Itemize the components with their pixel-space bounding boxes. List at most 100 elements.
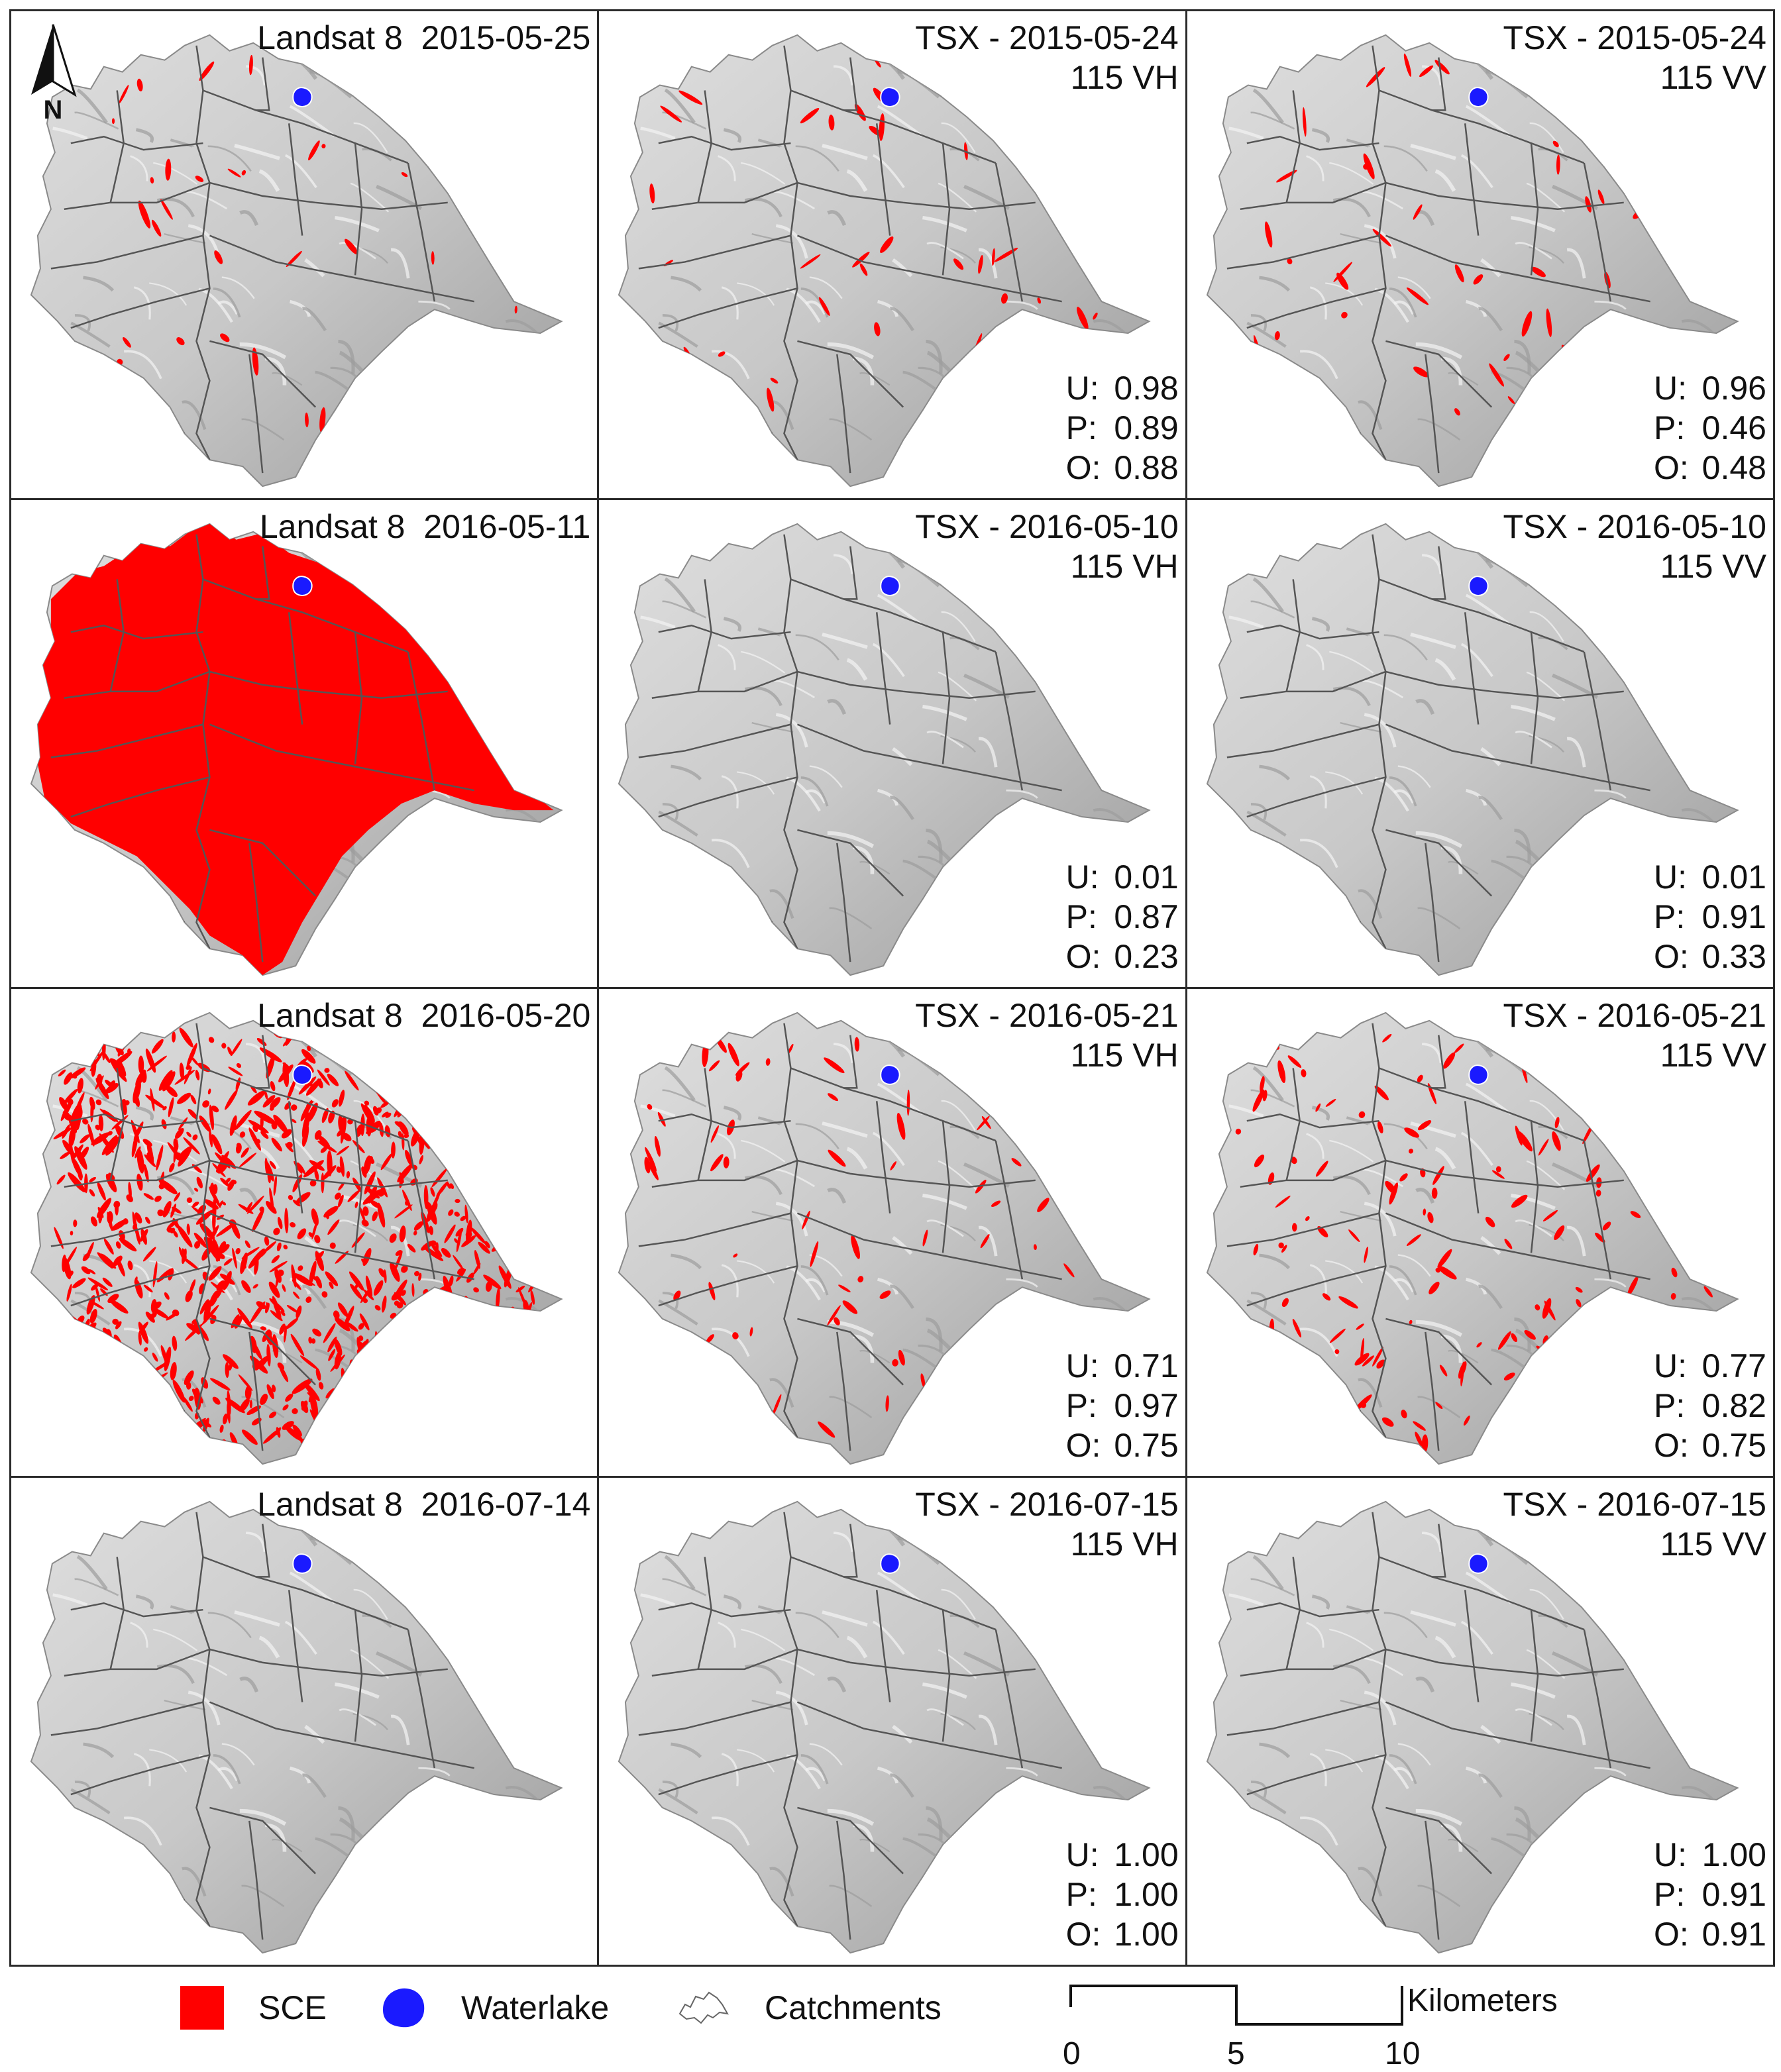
sce-patch [464, 1204, 468, 1223]
sce-patch [139, 1425, 146, 1445]
sce-patch [1517, 1131, 1533, 1152]
sce-patch [246, 1196, 264, 1214]
sce-patch [142, 1139, 152, 1147]
sce-patch [365, 1275, 373, 1298]
terrain-map [1206, 1011, 1739, 1465]
metric-key: O: [1065, 938, 1101, 975]
metric-value: 0.87 [1114, 898, 1179, 935]
sce-patch [252, 1284, 258, 1289]
sce-patch [329, 1281, 334, 1289]
sce-patch [443, 1314, 451, 1321]
sce-patch [510, 1060, 523, 1080]
sce-patch [482, 1154, 500, 1174]
sce-patch [219, 1424, 224, 1433]
sce-patch [1338, 1296, 1358, 1309]
sce-patch [166, 1227, 172, 1233]
sce-patch [121, 1098, 127, 1108]
sce-patch [423, 1184, 429, 1210]
sce-patch [307, 1045, 311, 1051]
sce-patch [160, 1345, 169, 1367]
sce-patch [80, 1425, 92, 1441]
metric-row: P: 0.46 [1654, 408, 1766, 448]
sce-patch [425, 1303, 431, 1309]
sce-patch [508, 1424, 515, 1438]
sce-patch [1401, 1410, 1407, 1419]
catchment-line [209, 1318, 317, 1386]
sce-patch [358, 1403, 364, 1429]
sce-patch [508, 1191, 521, 1206]
accuracy-metrics: U: 0.01 P: 0.91 O: 0.33 [1654, 857, 1766, 976]
sce-patch [501, 1064, 506, 1082]
sce-patch [154, 1196, 162, 1202]
catchment-line [1246, 287, 1386, 329]
sce-patch [1621, 1373, 1625, 1381]
sce-patch [264, 1090, 268, 1100]
sce-patch [334, 1351, 341, 1370]
sce-patch [518, 1287, 528, 1312]
panel-title: Landsat 8 2015-05-25 [257, 18, 590, 58]
sce-patch [225, 1177, 231, 1184]
sce-patch [78, 1382, 85, 1402]
sce-patch [129, 1367, 136, 1376]
map-panel-r1c1: Landsat 8 2015-05-25 N [9, 9, 600, 500]
sce-patch [436, 1045, 441, 1051]
sce-patch [268, 1281, 280, 1298]
sce-patch [417, 1385, 433, 1396]
sce-patch [72, 1278, 86, 1288]
sce-patch [112, 1318, 119, 1325]
sce-patch [266, 1384, 274, 1400]
sce-patch [260, 1326, 267, 1331]
accuracy-metrics: U: 0.77 P: 0.82 O: 0.75 [1654, 1346, 1766, 1465]
sce-patch [231, 1039, 243, 1057]
sce-patch [271, 1255, 280, 1264]
sce-patch [125, 1405, 131, 1429]
sce-patch [875, 59, 881, 68]
catchment-line [1246, 1754, 1386, 1796]
catchment-line [109, 90, 125, 203]
accuracy-metrics: U: 1.00 P: 1.00 O: 1.00 [1066, 1835, 1179, 1954]
sce-patch [504, 1408, 509, 1417]
sce-patch [980, 348, 987, 366]
sce-patch [292, 1408, 298, 1414]
catchment-boundaries [639, 1512, 1063, 1940]
catchment-line [1226, 723, 1379, 758]
catchment-line [256, 1524, 270, 1578]
map-panel-r1c3: TSX - 2015-05-24 115 VV U: 0.96 P: 0.46 O: 0.48 [1185, 9, 1775, 500]
sce-patch [438, 1380, 450, 1390]
sce-patch [1322, 1293, 1330, 1301]
sce-patch [474, 1250, 480, 1269]
sce-patch [195, 1070, 200, 1080]
sce-patch [68, 1365, 78, 1377]
sce-patch [459, 1124, 468, 1137]
sce-patch [512, 1221, 527, 1237]
sce-patch [413, 1230, 417, 1236]
sce-patch [444, 1329, 455, 1342]
catchment-line [995, 1140, 1024, 1280]
sce-patch [398, 1039, 404, 1046]
waterlake [292, 1553, 313, 1574]
sce-patch [361, 1219, 369, 1227]
sce-patch [466, 1219, 472, 1245]
sce-patch [335, 1392, 344, 1410]
sce-patch [165, 158, 172, 181]
legend-catchments: Catchments [676, 1985, 942, 2031]
sce-patch [158, 1183, 165, 1190]
sce-coverage [1237, 53, 1648, 468]
catchment-line [407, 162, 436, 302]
sce-patch [513, 1112, 521, 1128]
sce-patch [494, 1064, 506, 1079]
sce-patch [486, 1190, 492, 1207]
sce-patch [186, 1197, 193, 1203]
sce-patch [345, 1321, 358, 1332]
sce-patch [1333, 262, 1352, 282]
sce-patch [1001, 293, 1008, 304]
sce-patch [188, 1396, 194, 1402]
sce-patch [505, 276, 510, 281]
catchment-boundaries [639, 45, 1063, 474]
sce-patch [186, 1065, 191, 1070]
sce-patch [97, 1182, 106, 1201]
catchment-line [1385, 1701, 1650, 1769]
sce-patch [325, 1406, 341, 1418]
sce-patch [103, 1052, 111, 1063]
sce-patch [58, 1306, 66, 1326]
